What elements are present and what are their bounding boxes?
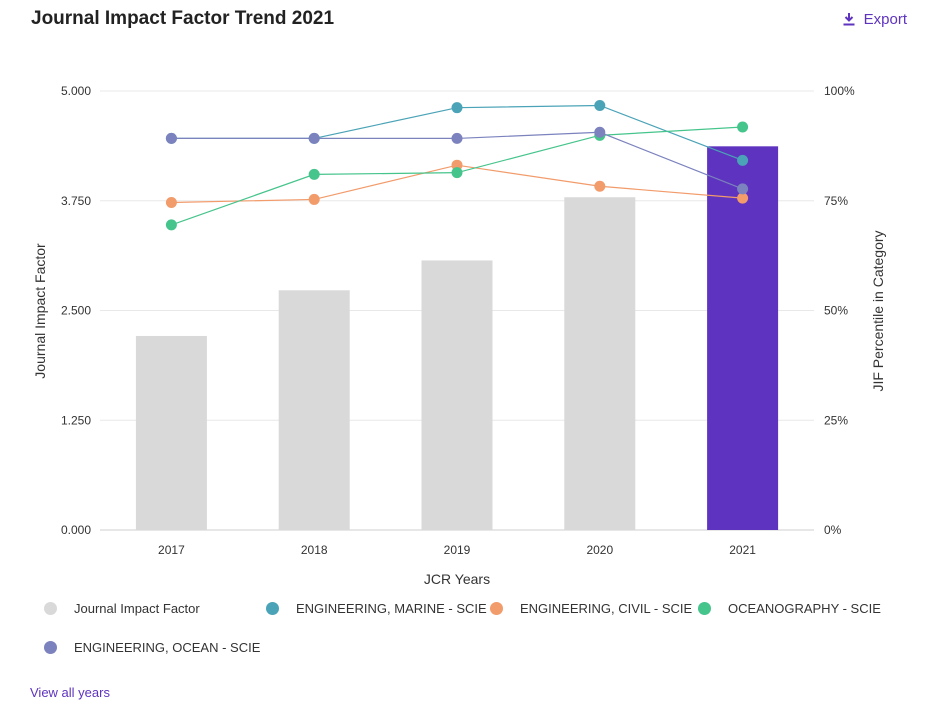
legend-dot — [490, 602, 503, 615]
legend-label: ENGINEERING, OCEAN - SCIE — [74, 640, 261, 655]
bar — [278, 290, 350, 530]
series-point — [594, 126, 606, 138]
x-tick-label: 2021 — [729, 543, 756, 557]
legend-label: ENGINEERING, MARINE - SCIE — [296, 601, 487, 616]
y-tick-label: 5.000 — [61, 84, 91, 98]
legend: Journal Impact Factor ENGINEERING, MARIN… — [44, 598, 904, 676]
y2-axis-title: JIF Percentile in Category — [870, 230, 886, 391]
series-point — [165, 219, 177, 231]
series-point — [308, 168, 320, 180]
bar — [421, 260, 493, 530]
legend-item-ocean[interactable]: ENGINEERING, OCEAN - SCIE — [44, 640, 260, 655]
chart-title: Journal Impact Factor Trend 2021 — [31, 8, 335, 29]
series-point — [308, 193, 320, 205]
series-point — [451, 132, 463, 144]
x-tick-label: 2019 — [444, 543, 471, 557]
bar — [135, 335, 207, 530]
bar — [564, 197, 636, 530]
x-tick-label: 2020 — [586, 543, 613, 557]
export-label: Export — [863, 11, 907, 28]
view-all-years-link[interactable]: View all years — [30, 685, 110, 700]
y-tick-label: 0.000 — [61, 523, 91, 537]
series-point — [165, 197, 177, 209]
bar — [707, 146, 779, 530]
x-axis: 2017 2018 2019 2020 2021 — [158, 543, 756, 557]
legend-item-marine[interactable]: ENGINEERING, MARINE - SCIE — [266, 601, 490, 616]
series-point — [308, 132, 320, 144]
series-point — [451, 167, 463, 179]
series-point — [737, 154, 749, 166]
series-point — [737, 192, 749, 204]
legend-row-2: ENGINEERING, OCEAN - SCIE — [44, 637, 904, 658]
legend-label: Journal Impact Factor — [74, 601, 200, 616]
export-button[interactable]: Export — [843, 11, 907, 28]
series-point — [451, 102, 463, 114]
legend-row-1: Journal Impact Factor ENGINEERING, MARIN… — [44, 598, 904, 619]
legend-item-jif[interactable]: Journal Impact Factor — [44, 601, 266, 616]
legend-label: OCEANOGRAPHY - SCIE — [728, 601, 881, 616]
series-point — [165, 132, 177, 144]
legend-item-oceanography[interactable]: OCEANOGRAPHY - SCIE — [698, 601, 881, 616]
x-tick-label: 2018 — [301, 543, 328, 557]
legend-dot — [44, 602, 57, 615]
y2-tick-label: 0% — [824, 523, 842, 537]
y-tick-label: 3.750 — [61, 194, 91, 208]
bars — [135, 146, 779, 530]
x-axis-title: JCR Years — [424, 571, 490, 587]
series-point — [594, 99, 606, 111]
legend-dot — [698, 602, 711, 615]
line-series — [165, 99, 749, 231]
y2-tick-label: 100% — [824, 84, 855, 98]
download-icon — [843, 13, 855, 26]
legend-dot — [44, 641, 57, 654]
y-axis-right: 0% 25% 50% 75% 100% — [824, 84, 855, 537]
legend-dot — [266, 602, 279, 615]
series-point — [594, 180, 606, 192]
y-tick-label: 1.250 — [61, 413, 91, 427]
y-axis-left: 0.000 1.250 2.500 3.750 5.000 — [61, 84, 91, 537]
y2-tick-label: 75% — [824, 194, 848, 208]
x-tick-label: 2017 — [158, 543, 185, 557]
series-point — [737, 183, 749, 195]
chart-area: 0.000 1.250 2.500 3.750 5.000 0% 25% 50% 75% 100… — [32, 84, 886, 587]
y-tick-label: 2.500 — [61, 304, 91, 318]
y2-tick-label: 50% — [824, 304, 848, 318]
y2-tick-label: 25% — [824, 413, 848, 427]
legend-label: ENGINEERING, CIVIL - SCIE — [520, 601, 693, 616]
y-axis-title: Journal Impact Factor — [32, 243, 48, 379]
series-point — [737, 121, 749, 133]
legend-item-civil[interactable]: ENGINEERING, CIVIL - SCIE — [490, 601, 698, 616]
